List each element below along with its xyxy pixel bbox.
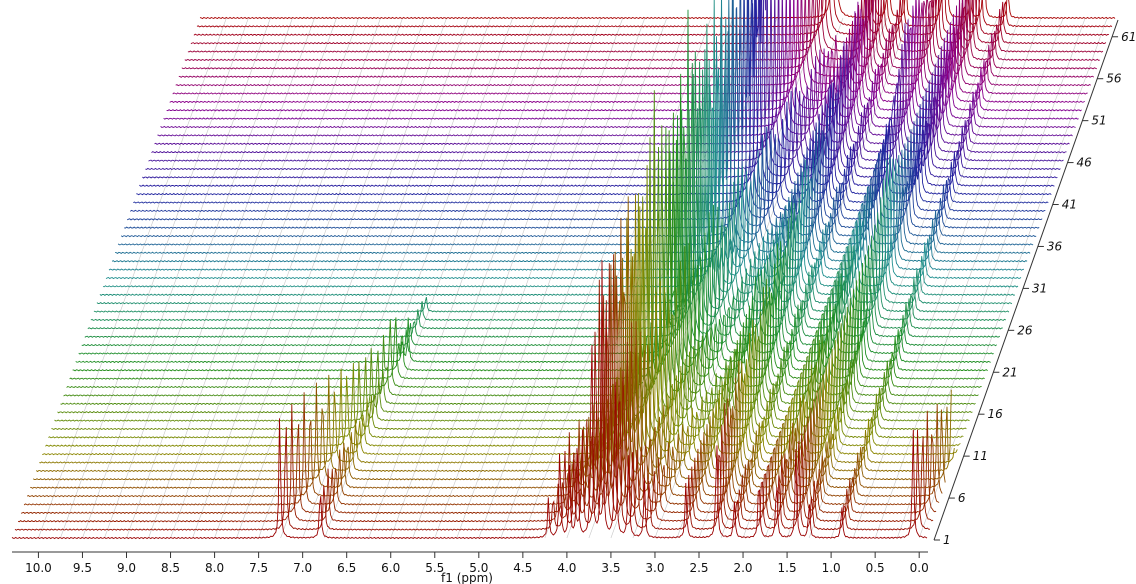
spectrum-trace-30: [99, 49, 1016, 296]
trace-tick-label: 6: [958, 491, 966, 505]
spectrum-trace-45: [145, 0, 1061, 171]
spectrum-trace-28: [93, 69, 1010, 313]
x-tick-label: 2.5: [689, 561, 708, 575]
trace-tick-label: 51: [1091, 114, 1106, 128]
spectrum-trace-39: [127, 17, 1043, 221]
grid-line: [654, 17, 844, 539]
x-tick-label: 0.0: [910, 561, 929, 575]
spectrum-trace-22: [75, 73, 991, 364]
trace-tick-label: 36: [1047, 239, 1063, 253]
spectrum-trace-50: [160, 0, 1076, 129]
x-tick-label: 1.0: [822, 561, 841, 575]
x-tick-label: 8.0: [205, 561, 224, 575]
grid-line: [808, 17, 998, 539]
x-tick-label: 7.0: [293, 561, 312, 575]
spectrum-trace-48: [154, 0, 1070, 145]
spectrum-trace-53: [169, 0, 1085, 104]
x-tick-label: 9.0: [117, 561, 136, 575]
spectrum-trace-17: [60, 90, 976, 405]
spectrum-trace-34: [111, 17, 1028, 263]
x-tick-label: 3.5: [601, 561, 620, 575]
grid-line: [852, 17, 1042, 539]
spectrum-trace-44: [142, 0, 1058, 179]
spectrum-trace-29: [96, 23, 1013, 305]
spectrum-trace-51: [163, 0, 1079, 120]
x-axis-label: f1 (ppm): [441, 571, 493, 584]
spectrum-trace-21: [72, 139, 988, 372]
spectrum-trace-58: [184, 0, 1100, 62]
trace-tick-label: 46: [1077, 156, 1093, 170]
spectrum-trace-33: [108, 0, 1025, 271]
spectrum-trace-23: [78, 115, 994, 355]
spectrum-trace-40: [130, 0, 1046, 213]
x-tick-label: 7.5: [249, 561, 268, 575]
spectrum-trace-32: [105, 67, 1022, 280]
x-tick-label: 3.0: [645, 561, 664, 575]
x-tick-label: 8.5: [161, 561, 180, 575]
trace-tick-label: 56: [1106, 72, 1122, 86]
spectrum-trace-24: [81, 9, 997, 347]
trace-tick-label: 41: [1062, 198, 1077, 212]
x-tick-label: 5.0: [469, 561, 488, 575]
spectrum-trace-26: [87, 51, 1003, 330]
spectrum-trace-38: [124, 0, 1040, 229]
spectrum-trace-46: [148, 0, 1064, 162]
x-tick-label: 5.5: [425, 561, 444, 575]
spectrum-trace-6: [26, 217, 943, 498]
spectrum-trace-37: [120, 0, 1037, 238]
x-tick-label: 10.0: [25, 561, 52, 575]
spectrum-trace-31: [102, 0, 1019, 288]
spectrum-trace-4: [20, 254, 937, 514]
spectrum-trace-15: [54, 137, 970, 422]
spectrum-trace-35: [114, 0, 1031, 254]
ppm-axis: 10.0 9.5 9.0 8.5 8.0 7.5 7.0 6.5 6.0 5.5 5.0 4.5 4.0…: [12, 551, 929, 575]
spectrum-trace-41: [133, 0, 1049, 204]
spectrum-trace-7: [30, 251, 946, 489]
trace-tick-label: 61: [1121, 30, 1136, 44]
trace-tick-label: 16: [988, 407, 1004, 421]
spectrum-trace-20: [69, 112, 985, 380]
trace-tick-label: 11: [973, 449, 988, 463]
spectrum-trace-8: [32, 196, 949, 481]
spectrum-trace-16: [57, 137, 973, 414]
spectrum-trace-5: [23, 275, 940, 506]
spectrum-trace-54: [172, 0, 1088, 95]
spectrum-trace-2: [14, 300, 931, 531]
x-tick-label: 4.5: [513, 561, 532, 575]
spectrum-trace-57: [181, 0, 1097, 70]
trace-tick-label: 21: [1002, 365, 1017, 379]
x-tick-label: 4.0: [557, 561, 576, 575]
x-tick-label: 6.5: [337, 561, 356, 575]
trace-tick-label: 26: [1017, 323, 1033, 337]
trace-tick-label: 31: [1032, 281, 1047, 295]
spectrum-trace-9: [36, 256, 952, 473]
x-tick-label: 9.5: [73, 561, 92, 575]
spectrum-trace-43: [139, 0, 1055, 187]
spectrum-trace-49: [157, 0, 1073, 137]
x-tick-label: 6.0: [381, 561, 400, 575]
spectrum-trace-36: [117, 0, 1034, 246]
grid-line: [610, 17, 800, 539]
spectrum-trace-19: [66, 130, 982, 389]
spectrum-trace-27: [90, 61, 1007, 322]
spectrum-trace-1: [11, 260, 928, 540]
x-tick-label: 0.5: [866, 561, 885, 575]
trace-tick-label: 1: [943, 533, 951, 547]
spectrum-traces: [11, 0, 1116, 540]
x-tick-label: 2.0: [733, 561, 752, 575]
x-tick-label: 1.5: [778, 561, 797, 575]
spectrum-trace-42: [136, 0, 1052, 196]
spectrum-trace-25: [84, 62, 1001, 338]
spectrum-trace-47: [151, 0, 1067, 154]
trace-axis-line: [933, 19, 1119, 541]
spectrum-trace-52: [166, 0, 1082, 112]
